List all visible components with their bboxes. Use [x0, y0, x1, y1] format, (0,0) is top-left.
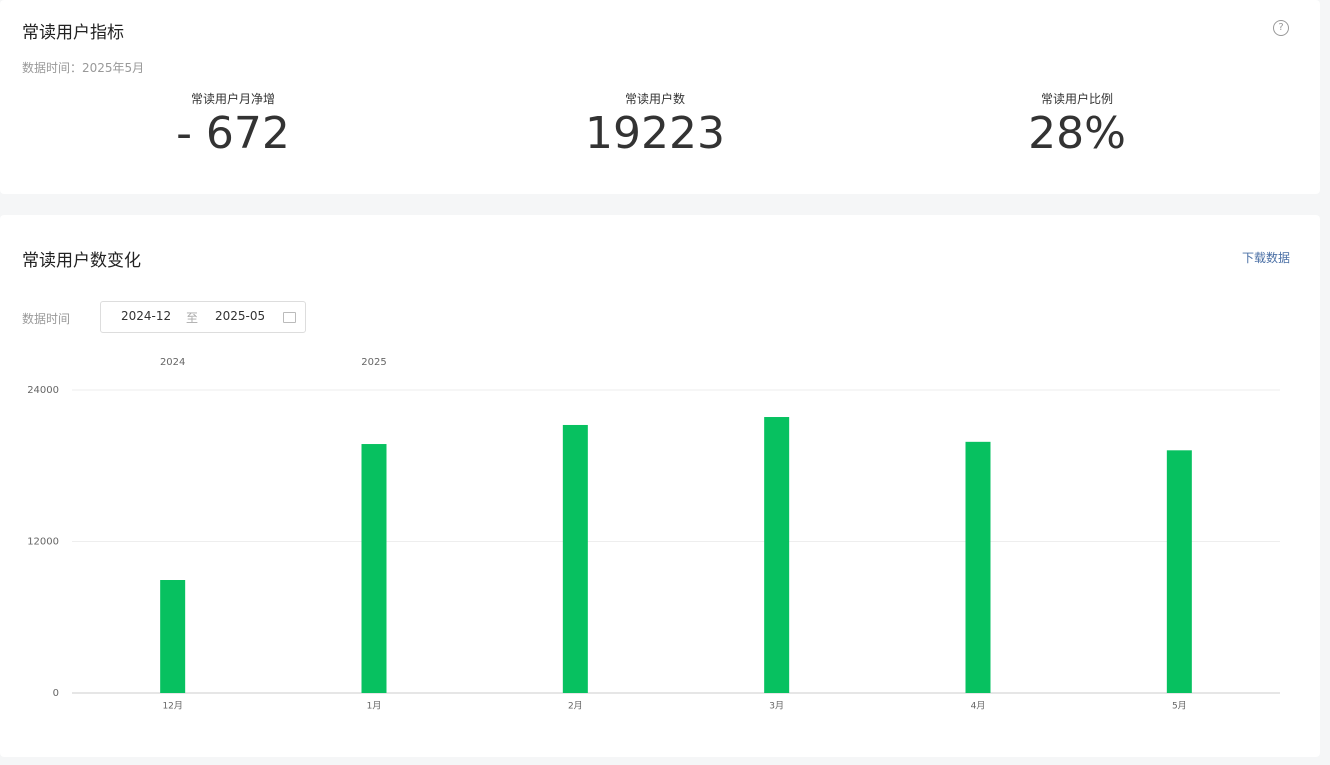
calendar-icon[interactable] — [283, 312, 296, 323]
x-tick-label: 1月 — [367, 701, 382, 712]
date-sep: 至 — [186, 311, 199, 325]
x-tick-label: 4月 — [971, 701, 986, 712]
y-tick-label: 12000 — [27, 537, 59, 548]
metrics-card: 常读用户指标 数据时间：2025年5月 ? 常读用户月净增 - 672 常读用户… — [0, 0, 1320, 194]
metric-value: 19223 — [585, 108, 725, 159]
download-link[interactable]: 下载数据 — [1242, 251, 1291, 265]
trend-card: 常读用户数变化 下载数据 数据时间 2024-12 至 2025-05 — [0, 215, 1320, 757]
metric-label: 常读用户比例 — [1040, 92, 1113, 106]
date-end[interactable]: 2025-05 — [215, 309, 266, 323]
x-tick-label: 2月 — [568, 701, 583, 712]
bar — [562, 424, 588, 693]
metric-value: 28% — [1028, 108, 1126, 159]
card-title: 常读用户指标 — [22, 23, 124, 43]
metric-label: 常读用户数 — [624, 92, 685, 106]
y-tick-label: 24000 — [27, 385, 59, 396]
year-label: 2025 — [361, 357, 386, 368]
bar — [1166, 450, 1192, 693]
x-tick-label: 12月 — [162, 701, 182, 712]
bar — [361, 444, 387, 693]
bar — [764, 417, 790, 693]
help-icon[interactable]: ? — [1273, 20, 1289, 36]
date-start[interactable]: 2024-12 — [121, 309, 172, 323]
bar — [965, 441, 991, 693]
data-time: 数据时间：2025年5月 — [22, 61, 145, 75]
card-title: 常读用户数变化 — [22, 251, 141, 271]
date-range[interactable]: 2024-12 至 2025-05 — [100, 301, 306, 333]
year-label: 2024 — [160, 357, 185, 368]
bar — [160, 580, 186, 693]
x-tick-label: 3月 — [769, 701, 784, 712]
metric-label: 常读用户月净增 — [190, 92, 275, 106]
metric-value: - 672 — [176, 108, 290, 159]
date-label: 数据时间 — [22, 312, 71, 326]
y-tick-label: 0 — [53, 688, 59, 699]
x-tick-label: 5月 — [1172, 701, 1187, 712]
